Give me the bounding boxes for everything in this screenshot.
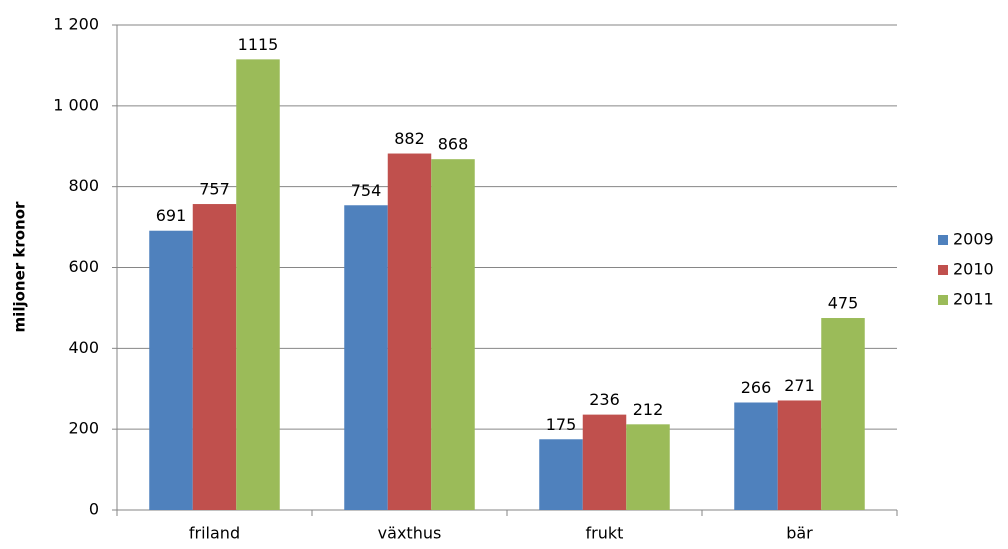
- bar: [387, 153, 432, 510]
- legend-label: 2009: [953, 230, 994, 249]
- bar: [149, 230, 193, 511]
- bar: [236, 59, 280, 511]
- bar: [821, 318, 865, 510]
- bar: [192, 204, 237, 510]
- y-tick-label: 1 000: [53, 95, 99, 114]
- value-label: 868: [438, 135, 469, 154]
- legend-swatch: [938, 265, 948, 275]
- bar: [344, 205, 388, 510]
- value-label: 212: [633, 400, 664, 419]
- value-label: 1115: [238, 35, 279, 54]
- y-tick-label: 0: [89, 500, 99, 519]
- legend-swatch: [938, 235, 948, 245]
- bar: [539, 439, 583, 510]
- value-label: 271: [784, 376, 815, 395]
- value-label: 757: [199, 180, 230, 199]
- legend-label: 2011: [953, 290, 994, 309]
- bar: [582, 414, 627, 510]
- value-label: 475: [828, 294, 859, 313]
- value-label: 754: [351, 181, 382, 200]
- bar: [626, 424, 670, 510]
- y-tick-label: 400: [68, 338, 99, 357]
- bar: [431, 159, 475, 510]
- bar: [777, 400, 822, 510]
- y-tick-label: 200: [68, 419, 99, 438]
- value-label: 236: [589, 390, 620, 409]
- y-tick-label: 800: [68, 176, 99, 195]
- value-label: 175: [546, 415, 577, 434]
- value-label: 266: [741, 378, 772, 397]
- y-tick-label: 1 200: [53, 15, 99, 34]
- x-tick-label: friland: [189, 524, 240, 543]
- value-label: 691: [156, 206, 187, 225]
- y-tick-label: 600: [68, 257, 99, 276]
- bar: [734, 402, 778, 510]
- y-axis-title: miljoner kronor: [11, 201, 29, 332]
- value-label: 882: [394, 129, 425, 148]
- x-tick-label: frukt: [586, 524, 624, 543]
- x-tick-label: bär: [786, 524, 813, 543]
- legend-swatch: [938, 295, 948, 305]
- legend-label: 2010: [953, 260, 994, 279]
- x-tick-label: växthus: [378, 524, 442, 543]
